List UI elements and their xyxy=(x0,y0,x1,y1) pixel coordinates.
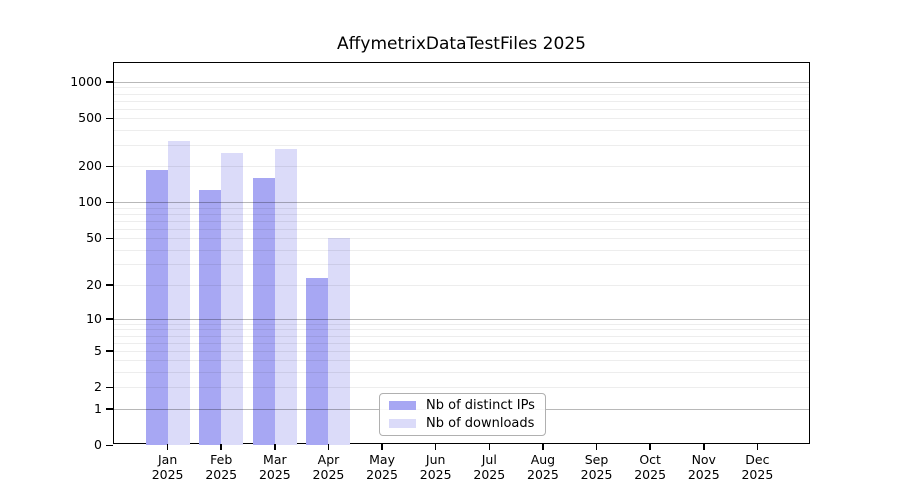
bar-downloads-apr xyxy=(328,238,351,445)
plot-area: 0 1 2 5 10 20 50 100 200 500 1000 Jan 2025 Feb 2025 M… xyxy=(70,62,810,482)
gridline-70 xyxy=(114,220,809,222)
x-tick-label-oct: Oct 2025 xyxy=(634,452,667,482)
x-tick-label-dec: Dec 2025 xyxy=(741,452,774,482)
bar-downloads-mar xyxy=(274,148,297,445)
gridline-9 xyxy=(114,323,809,325)
legend-swatch-downloads-icon xyxy=(389,419,416,428)
x-tick-feb xyxy=(220,444,222,450)
y-tick-label-5: 5 xyxy=(94,342,102,358)
legend-swatch-distinct-ips-icon xyxy=(389,401,416,410)
chart-title: AffymetrixDataTestFiles 2025 xyxy=(337,34,586,54)
bar-ips-apr xyxy=(306,277,329,445)
gridline-2 xyxy=(114,387,809,389)
y-tick-20 xyxy=(106,284,113,286)
y-tick-label-0: 0 xyxy=(94,437,102,452)
x-tick-apr xyxy=(327,444,330,450)
x-tick-label-jul: Jul 2025 xyxy=(473,452,506,482)
gridline-400 xyxy=(114,129,809,131)
x-tick-label-mar: Mar 2025 xyxy=(258,452,291,482)
x-tick-jul xyxy=(488,444,491,450)
gridline-3 xyxy=(114,372,809,374)
x-tick-label-apr: Apr 2025 xyxy=(312,452,345,482)
y-tick-label-10: 10 xyxy=(86,310,102,326)
y-tick-label-100: 100 xyxy=(78,194,102,210)
gridline-1000 xyxy=(114,81,809,83)
bar-downloads-feb xyxy=(221,153,244,445)
gridline-100 xyxy=(114,202,809,204)
bar-downloads-jan xyxy=(167,140,190,445)
y-tick-2 xyxy=(106,386,113,389)
x-tick-mar xyxy=(274,444,276,450)
gridline-10 xyxy=(114,318,809,320)
gridline-200 xyxy=(114,166,809,168)
gridline-7 xyxy=(114,335,809,337)
gridline-900 xyxy=(114,87,809,89)
legend-label-downloads: Nb of downloads xyxy=(426,416,535,431)
x-tick-label-aug: Aug 2025 xyxy=(527,452,559,482)
gridline-6 xyxy=(114,342,809,344)
y-tick-label-2: 2 xyxy=(94,379,102,395)
y-tick-50 xyxy=(106,237,113,240)
y-tick-label-1000: 1000 xyxy=(70,73,102,89)
axes-layer: 0 1 2 5 10 20 50 100 200 500 1000 Jan 2025 Feb 2025 M… xyxy=(70,63,809,482)
x-tick-aug xyxy=(542,444,544,450)
y-tick-label-200: 200 xyxy=(78,158,102,174)
x-tick-oct xyxy=(649,444,651,450)
x-tick-jan xyxy=(166,444,169,450)
gridline-5 xyxy=(114,350,809,352)
gridline-30 xyxy=(114,264,809,266)
y-tick-label-50: 50 xyxy=(86,230,102,246)
y-tick-label-1: 1 xyxy=(94,400,102,416)
y-tick-1 xyxy=(106,408,113,410)
y-tick-1000 xyxy=(106,81,113,83)
x-tick-jun xyxy=(434,444,437,450)
x-tick-label-may: May 2025 xyxy=(366,452,398,482)
y-tick-10 xyxy=(106,318,113,320)
y-tick-100 xyxy=(106,201,113,204)
gridline-20 xyxy=(114,284,809,286)
bars-layer xyxy=(114,63,809,445)
x-tick-may xyxy=(381,444,383,450)
gridline-60 xyxy=(114,228,809,230)
gridline-500 xyxy=(114,118,809,120)
gridline-50 xyxy=(114,238,809,240)
gridline-8 xyxy=(114,329,809,331)
x-tick-label-nov: Nov 2025 xyxy=(687,452,720,482)
x-tick-label-sep: Sep 2025 xyxy=(580,452,613,482)
gridline-300 xyxy=(114,144,809,146)
gridline-90 xyxy=(114,207,809,209)
y-tick-label-500: 500 xyxy=(78,110,102,126)
x-tick-label-jan: Jan 2025 xyxy=(151,452,184,482)
gridline-4 xyxy=(114,360,809,362)
gridline-80 xyxy=(114,213,809,215)
gridline-40 xyxy=(114,249,809,251)
bar-ips-mar xyxy=(252,178,275,445)
legend-item-distinct-ips: Nb of distinct IPs xyxy=(389,398,536,413)
gridline-600 xyxy=(114,108,809,110)
x-tick-nov xyxy=(703,444,705,450)
x-tick-dec xyxy=(756,444,759,450)
y-tick-200 xyxy=(106,165,113,168)
gridline-800 xyxy=(114,93,809,95)
y-tick-500 xyxy=(106,117,113,120)
x-tick-sep xyxy=(595,444,598,450)
legend-item-downloads: Nb of downloads xyxy=(389,416,536,431)
x-tick-label-feb: Feb 2025 xyxy=(205,452,238,482)
x-tick-label-jun: Jun 2025 xyxy=(419,452,452,482)
y-tick-5 xyxy=(106,350,113,352)
bar-ips-jan xyxy=(145,169,168,445)
legend-label-distinct-ips: Nb of distinct IPs xyxy=(426,398,535,413)
legend: Nb of distinct IPs Nb of downloads xyxy=(379,393,546,436)
bar-ips-feb xyxy=(199,189,222,445)
y-tick-0 xyxy=(106,444,113,446)
y-tick-label-20: 20 xyxy=(86,276,102,292)
gridline-700 xyxy=(114,100,809,102)
